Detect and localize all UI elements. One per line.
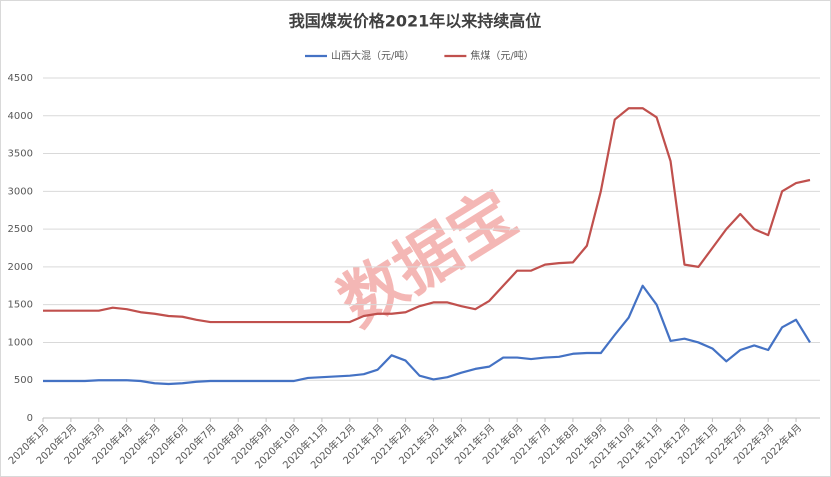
- y-tick-label: 4000: [8, 111, 33, 122]
- y-tick-label: 2000: [8, 262, 33, 273]
- y-tick-label: 4500: [8, 73, 33, 84]
- y-tick-label: 3000: [8, 186, 33, 197]
- y-tick-label: 500: [14, 375, 33, 386]
- legend-label: 焦煤（元/吨）: [470, 49, 533, 62]
- legend-label: 山西大混（元/吨）: [331, 49, 414, 62]
- y-tick-label: 1500: [8, 300, 33, 311]
- y-tick-label: 2500: [8, 224, 33, 235]
- series-line: [43, 107, 811, 324]
- y-tick-label: 3500: [8, 149, 33, 160]
- y-tick-label: 0: [27, 413, 33, 424]
- y-tick-label: 1000: [8, 337, 33, 348]
- series-line: [43, 284, 811, 386]
- chart-title: 我国煤炭价格2021年以来持续高位: [289, 12, 542, 31]
